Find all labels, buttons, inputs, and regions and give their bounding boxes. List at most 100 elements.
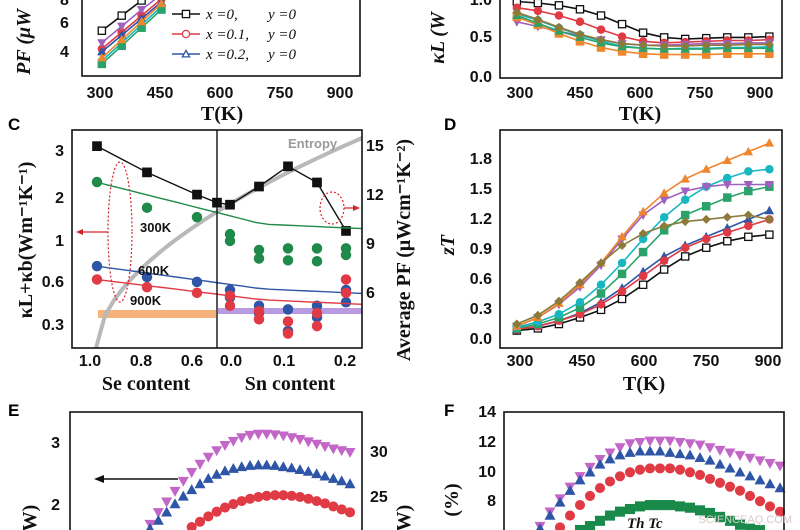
data-point [743, 210, 753, 220]
data-point [680, 243, 690, 252]
data-point [194, 516, 206, 527]
legend-marker [181, 49, 191, 58]
panel-d-ytick: 1.8 [470, 151, 492, 168]
data-point [714, 511, 726, 522]
panel-b-xlabel: T(K) [619, 103, 661, 125]
data-point [659, 221, 669, 231]
data-point [624, 467, 636, 478]
panel-c-ytick-left: 0.3 [42, 317, 64, 334]
panel-a-legend: x =0, y =0 x =0.1, y =0 x =0.2, y =0 [172, 7, 297, 63]
data-point [754, 474, 766, 485]
data-point [704, 473, 716, 484]
data-point [564, 510, 576, 521]
data-point [575, 297, 585, 307]
data-point [261, 459, 273, 470]
data-point [186, 484, 198, 495]
panel-e-plot-area [144, 429, 356, 530]
data-point [278, 490, 289, 501]
data-point [219, 502, 231, 513]
panel-c-xtick-sn: 0.1 [273, 353, 295, 370]
data-point [624, 439, 636, 450]
data-point [659, 212, 669, 222]
panel-f-ytick: 12 [478, 434, 496, 451]
panel-e-ytick-left: 3 [51, 435, 60, 452]
panel-d-ytick: 0.9 [470, 241, 492, 258]
data-point [564, 484, 576, 495]
data-point [654, 500, 666, 511]
data-point [680, 252, 690, 261]
data-point [701, 202, 711, 211]
panel-b-xtick: 450 [567, 85, 594, 102]
series-line [101, 6, 162, 62]
data-point [724, 481, 736, 492]
data-point [701, 234, 711, 244]
data-point [136, 6, 147, 15]
panel-c-ytick-right: 6 [366, 285, 375, 302]
panel-c-ytick-right: 15 [366, 138, 384, 155]
panel-c-ytick-left: 1 [55, 233, 64, 250]
panel-c-xtick-se: 1.0 [79, 353, 101, 370]
data-point [654, 463, 666, 474]
panel-e-ytick-right: 25 [370, 489, 388, 506]
panel-a-ylabel: PF (μW [13, 8, 35, 76]
data-point [97, 26, 107, 35]
data-point [554, 22, 564, 32]
data-point [674, 501, 686, 512]
panel-a-xtick: 900 [327, 85, 354, 102]
data-point [744, 490, 756, 501]
panel-d-xtick: 900 [755, 353, 782, 370]
panel-b-xtick: 900 [747, 85, 774, 102]
legend-x-label: x =0.1, [205, 27, 249, 43]
data-point [253, 491, 264, 503]
data-point [117, 11, 126, 20]
data-point [701, 214, 711, 224]
panel-c-ytick-left: 2 [55, 190, 64, 207]
data-point [596, 258, 606, 268]
kappa-point [340, 249, 352, 261]
panel-e-ylabel-left: W) [19, 505, 41, 530]
data-point [512, 319, 522, 329]
data-point [596, 289, 606, 298]
data-point [638, 40, 648, 50]
panel-e-frame [69, 411, 363, 530]
data-point [634, 464, 646, 475]
avg-pf-point [142, 167, 152, 178]
data-point [617, 241, 627, 251]
data-point [533, 310, 543, 320]
panel-c-band-se [98, 310, 216, 318]
data-point [694, 440, 706, 451]
avg-pf-point [283, 161, 293, 172]
panel-a-xtick: 450 [147, 85, 174, 102]
legend-x-label: x =0.2, [205, 47, 249, 63]
data-point [617, 294, 627, 304]
kappa-point [311, 243, 323, 254]
data-point [152, 508, 164, 519]
data-point [754, 456, 766, 467]
data-point [211, 506, 222, 517]
kappa-point [282, 243, 294, 254]
data-point [575, 5, 585, 14]
data-point [774, 482, 786, 493]
data-point [674, 437, 686, 448]
kappa-point [340, 287, 352, 299]
panel-b-frame [499, 0, 783, 79]
data-point [744, 232, 753, 242]
data-point [294, 435, 306, 445]
panel-e-arrowhead [94, 475, 104, 483]
data-point [664, 446, 676, 457]
kappa-point [311, 307, 323, 319]
data-point [169, 498, 181, 509]
legend-y-label: y =0 [266, 47, 297, 63]
data-point [617, 269, 627, 279]
data-point [734, 519, 746, 530]
data-point [724, 462, 736, 473]
panel-b-ylabel: κL (W [427, 11, 449, 64]
data-point [97, 52, 107, 62]
data-point [722, 40, 732, 50]
data-point [617, 287, 627, 296]
panel-b: 0.0 0.5 1.0 κL (W 300 450 600 750 900 T(… [427, 0, 783, 125]
data-point [694, 452, 706, 463]
data-point [604, 453, 616, 464]
panel-c-ytick-left: 3 [55, 143, 64, 160]
data-point [533, 6, 543, 16]
